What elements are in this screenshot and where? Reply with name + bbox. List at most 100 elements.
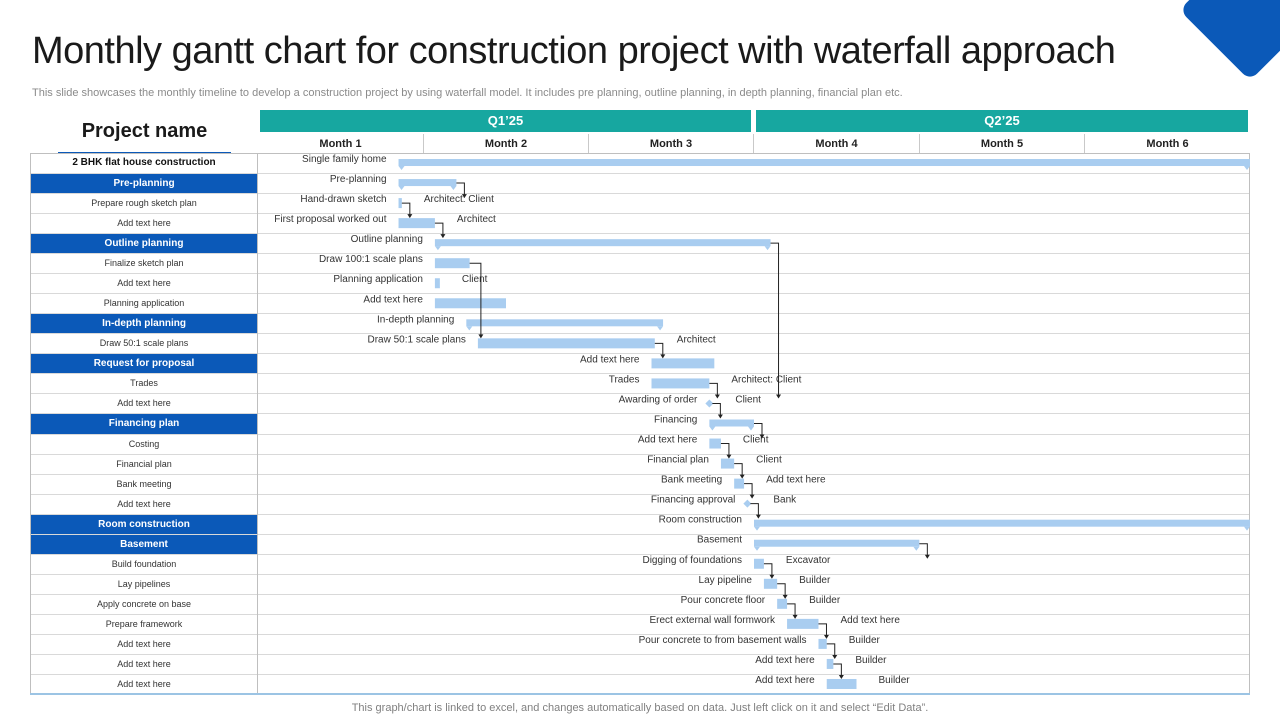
gantt-dependency-link [763,563,773,578]
gantt-dependency-arrow [726,454,732,459]
phase-row-label: Financing plan [30,414,258,434]
gantt-dependency-arrow [407,214,413,219]
task-row-label: Add text here [117,398,171,409]
gantt-summary-bar [398,159,1250,167]
gantt-dependency-link [709,382,718,398]
gantt-dependency-link [654,342,664,358]
gantt-task-label: Trades [609,374,640,385]
task-row-label: 2 BHK flat house construction [72,157,216,168]
gantt-milestone [705,399,714,408]
task-row-label: Bank meeting [116,478,172,489]
gantt-task-label: Draw 50:1 scale plans [368,334,466,345]
gantt-task-label: First proposal worked out [274,214,386,225]
month-header-6: Month 6 [1146,138,1189,150]
gantt-dependency-link [818,623,827,638]
gantt-task-label: Outline planning [351,234,423,245]
gantt-dependency-link [734,463,743,478]
row-gridline [30,573,1250,575]
gantt-summary-bar [754,519,1250,527]
row-gridline [30,213,1250,215]
gantt-task-bar [709,438,721,449]
gantt-task-bar [477,338,655,349]
gantt-task-bar [398,198,402,209]
gantt-dependency-link [826,643,836,658]
gantt-task-label: Add text here [755,675,815,686]
task-row-label: Build foundation [111,558,177,569]
row-gridline [30,353,1250,355]
task-row-label: Prepare rough sketch plan [91,198,197,209]
gantt-resource-label: Architect [677,334,716,345]
phase-row-label: In-depth planning [30,314,258,334]
month-header-1: Month 1 [258,134,424,154]
gantt-summary-cap [398,186,405,191]
month-header-2: Month 2 [424,134,589,154]
quarter-header-q2: Q2’25 [756,110,1248,132]
gantt-dependency-arrow [749,494,755,499]
page-subtitle: This slide showcases the monthly timelin… [32,87,903,99]
row-gridline [30,173,1250,175]
row-gridline [30,633,1250,635]
gantt-summary-cap [450,186,457,191]
gantt-dependency-arrow [769,574,775,579]
column-divider [257,153,258,694]
task-row-label: Add text here [117,678,171,689]
gantt-task-bar [734,478,745,489]
gantt-task-bar [763,578,778,589]
gantt-task-label: Add text here [755,655,815,666]
gantt-task-label: Add text here [363,294,423,305]
row-gridline [30,673,1250,675]
gantt-dependency-link [787,603,796,618]
page-title: Monthly gantt chart for construction pro… [32,30,1116,72]
gantt-summary-cap [913,546,920,551]
gantt-resource-label: Client [735,394,761,405]
phase-row-label: Basement [30,534,258,554]
task-row-label: Add text here [117,638,171,649]
gantt-dependency-arrow [755,514,761,519]
gantt-task-label: Lay pipeline [699,575,753,586]
gantt-resource-label: Add text here [766,475,826,486]
gantt-dependency-arrow [792,614,798,619]
gantt-task-label: Hand-drawn sketch [300,194,386,205]
gantt-task-label: Digging of foundations [642,555,742,566]
task-row-label: Financial plan [116,458,172,469]
footer-note: This graph/chart is linked to excel, and… [351,702,929,714]
row-gridline [30,653,1250,655]
gantt-task-label: Draw 100:1 scale plans [319,254,423,265]
gantt-dependency-link [754,423,763,438]
row-gridline [30,373,1250,375]
gantt-resource-label: Bank [773,495,797,506]
gantt-resource-label: Excavator [786,555,831,566]
gantt-summary-cap [434,246,441,251]
project-name-header: Project name [81,120,208,142]
task-row-label: Lay pipelines [117,578,171,589]
gantt-dependency-link [833,663,842,678]
gantt-task-label: Financial plan [647,455,709,466]
gantt-summary-cap [748,426,754,431]
task-row-label: Add text here [117,278,171,289]
row-gridline [30,193,1250,195]
task-row-label: Finalize sketch plan [104,258,184,269]
task-row-label: Trades [130,378,158,389]
gantt-dependency-arrow [776,394,782,399]
gantt-summary-cap [709,426,716,431]
gantt-summary-cap [754,526,760,531]
gantt-summary-cap [1244,166,1250,171]
gantt-dependency-arrow [478,334,484,339]
gantt-summary-cap [398,166,405,171]
task-row-label: Draw 50:1 scale plans [99,338,189,349]
gantt-milestone [743,499,752,508]
gantt-dependency-arrow [924,554,930,559]
row-gridline [30,493,1250,495]
month-header-3: Month 3 [589,134,754,154]
phase-row-label: Outline planning [30,234,258,254]
gantt-dependency-arrow [660,354,666,359]
gantt-summary-bar [466,319,664,327]
task-row-label: Prepare framework [105,618,183,629]
gantt-resource-label: Builder [809,595,841,606]
gantt-task-label: Financing approval [651,495,736,506]
table-bottom-border [30,693,1250,695]
gantt-task-label: Single family home [302,154,387,165]
row-gridline [30,233,1250,235]
gantt-summary-cap [466,326,473,331]
